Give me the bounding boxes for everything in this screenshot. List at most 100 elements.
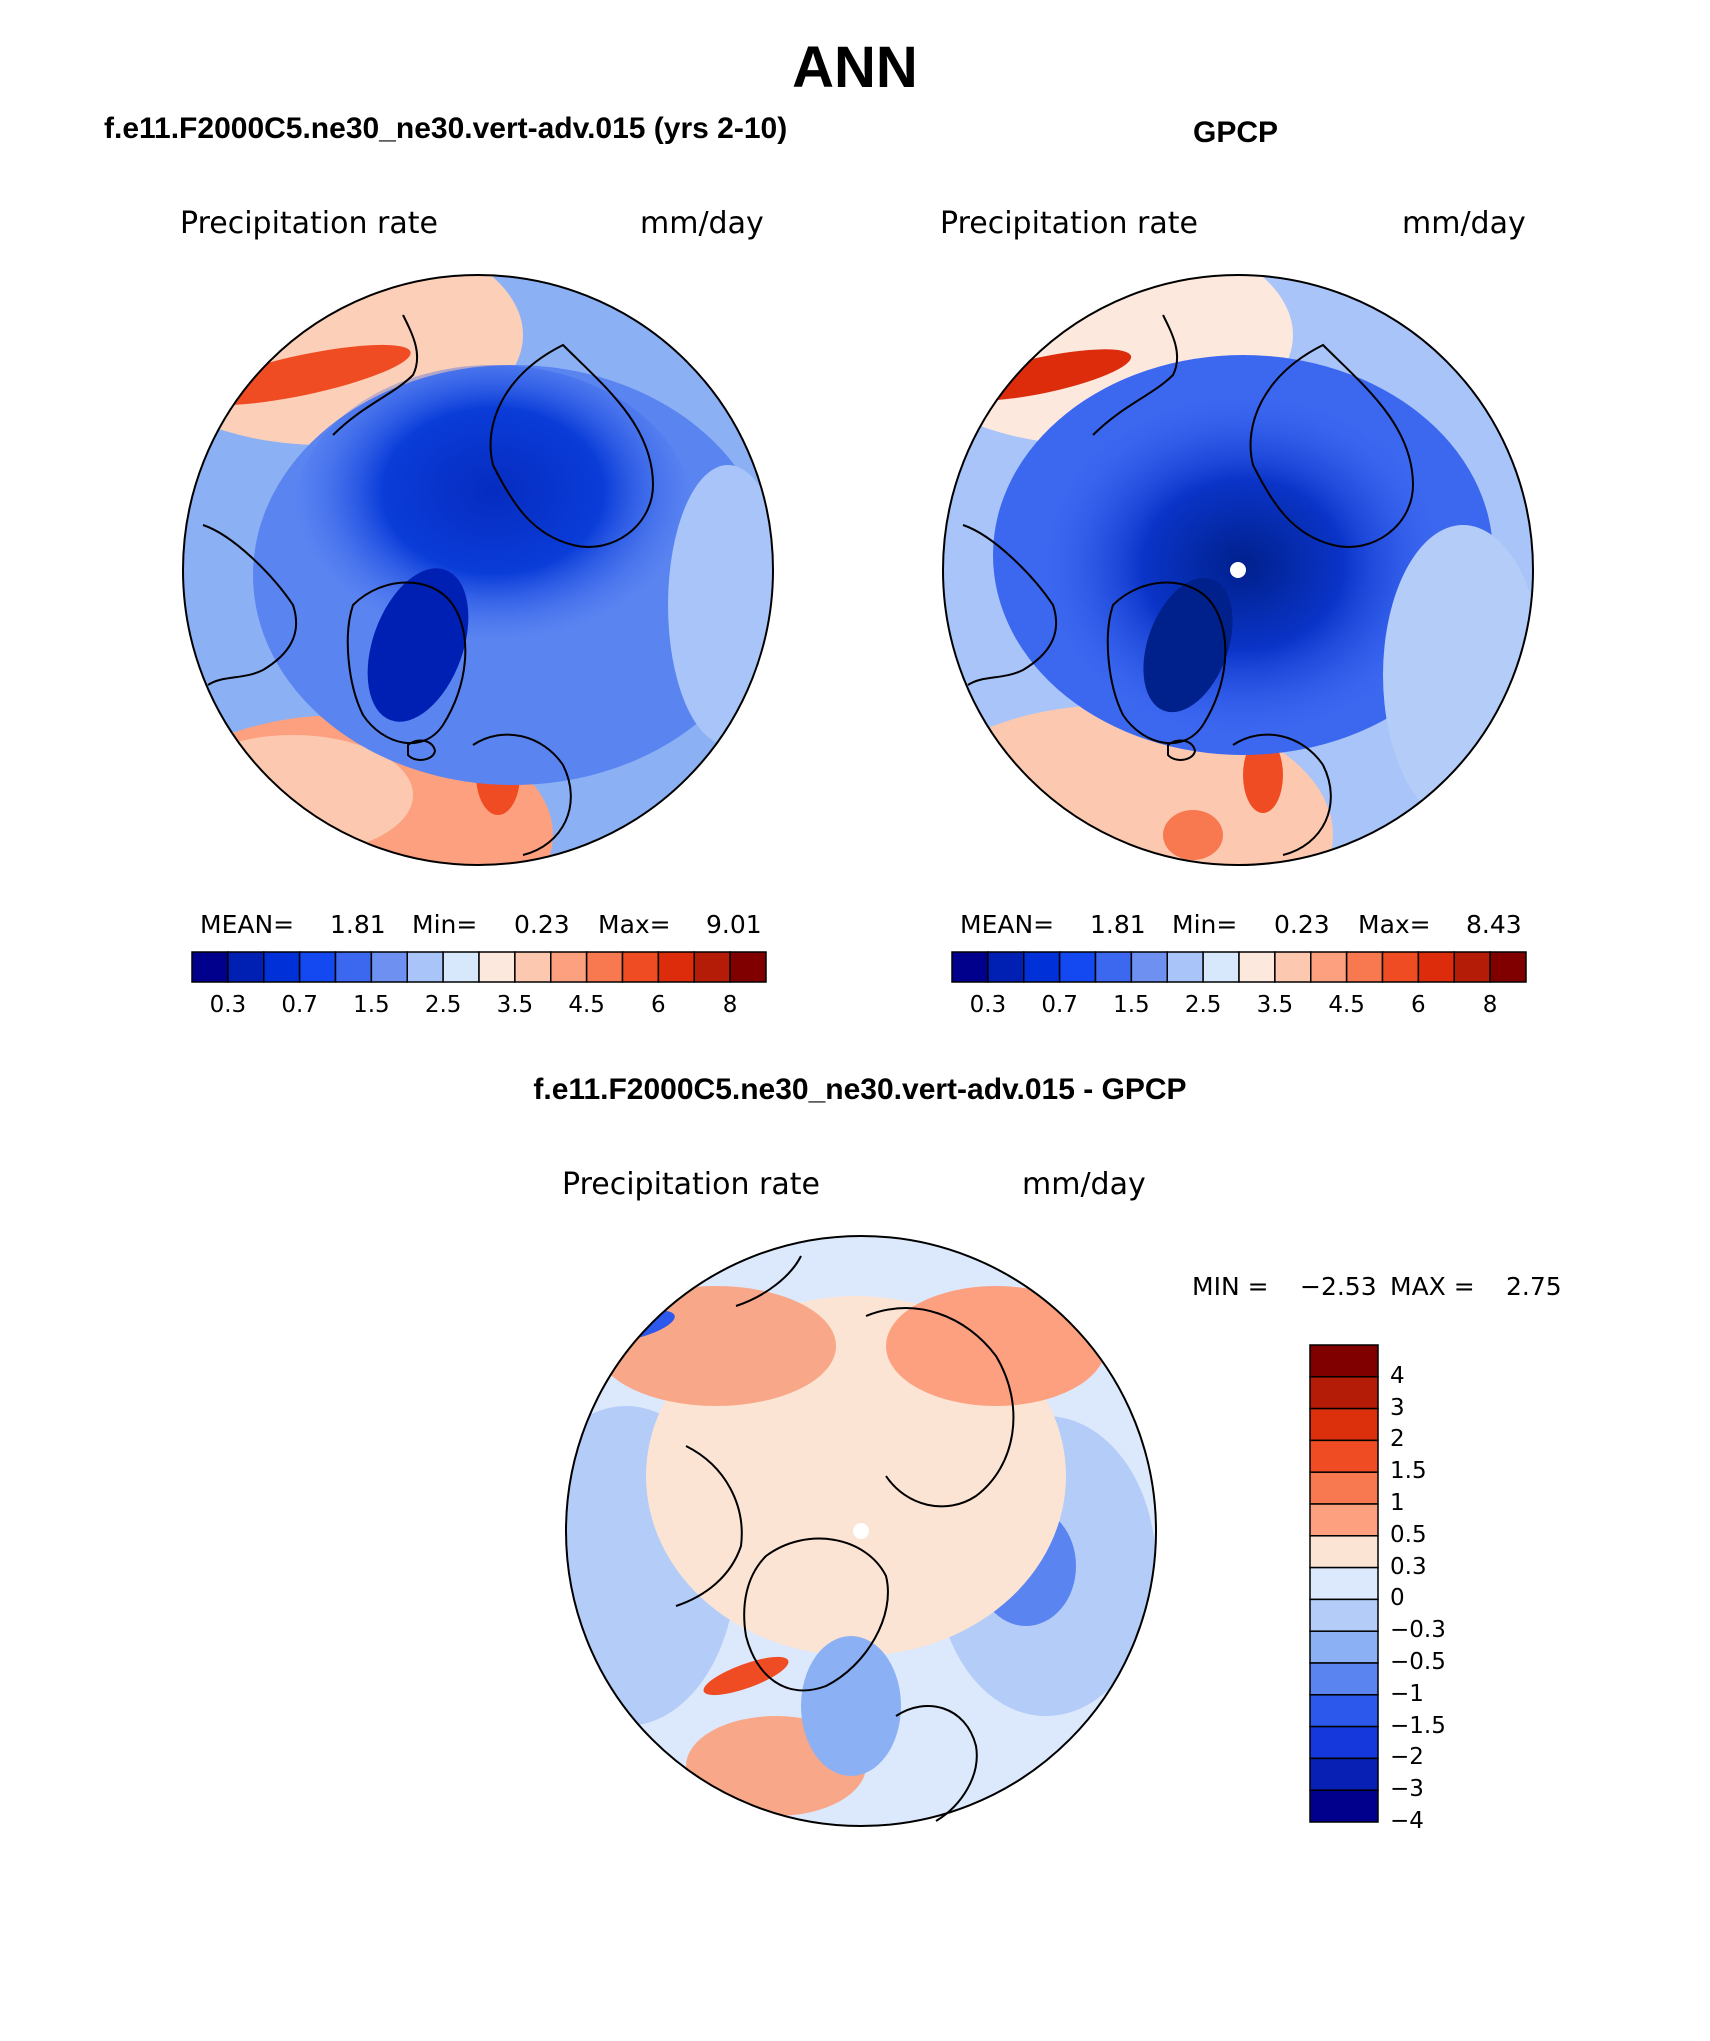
diff-colorbar-tick-label: −2 (1390, 1744, 1424, 1771)
diff-map-border (565, 1235, 1157, 1827)
obs-colorbar-swatch (1453, 951, 1491, 983)
model-siberia-coast (489, 343, 655, 548)
obs-colorbar-swatch (1202, 951, 1240, 983)
model-max-value: 9.01 (706, 910, 762, 939)
obs-colorbar-swatch (1489, 951, 1527, 983)
obs-colorbar-swatch (1310, 951, 1348, 983)
obs-colorbar-swatch (1166, 951, 1204, 983)
model-colorbar-swatch (263, 951, 301, 983)
model-colorbar (191, 951, 767, 983)
diff-max-label: MAX = (1390, 1272, 1475, 1301)
diff-greenland-negative (801, 1636, 901, 1776)
diff-canada-coast (675, 1445, 743, 1607)
model-panel-title: f.e11.F2000C5.ne30_ne30.vert-adv.015 (yr… (104, 112, 788, 145)
diff-colorbar-tick-label: 3 (1390, 1394, 1405, 1421)
obs-map-border (942, 274, 1534, 866)
diff-colorbar-swatch (1309, 1598, 1379, 1632)
model-colorbar-swatch (693, 951, 731, 983)
model-colorbar-swatch (657, 951, 695, 983)
model-arctic-deep (293, 365, 693, 665)
obs-mean-label: MEAN= (960, 910, 1055, 939)
model-colorbar-swatch (370, 951, 408, 983)
diff-colorbar-tick-label: −0.5 (1390, 1649, 1446, 1675)
model-min-label: Min= (412, 910, 478, 939)
obs-colorbar-swatch (1023, 951, 1061, 983)
diff-min-value: −2.53 (1300, 1272, 1377, 1301)
diff-colorbar-tick-label: 2 (1390, 1426, 1405, 1453)
model-colorbar-tick-label: 8 (722, 992, 738, 1018)
model-greenland-low (367, 568, 469, 722)
model-colorbar-tick-label: 1.5 (353, 992, 390, 1018)
diff-colorbar-swatch (1309, 1439, 1379, 1473)
obs-colorbar-swatch (1238, 951, 1276, 983)
obs-colorbar-tick-label: 6 (1411, 992, 1426, 1018)
diff-greenland-band (703, 1656, 789, 1696)
model-colorbar-tick-label: 0.3 (209, 992, 247, 1018)
obs-east-light (1383, 525, 1533, 825)
obs-colorbar-tick-label: 2.5 (1184, 992, 1222, 1018)
diff-min-label: MIN = (1192, 1272, 1269, 1301)
diff-colorbar-swatch (1309, 1662, 1379, 1696)
obs-colorbar-tick-label: 0.7 (1041, 992, 1078, 1018)
diff-colorbar-tick-label: −4 (1390, 1808, 1424, 1834)
diff-colorbar-tick-label: −0.3 (1390, 1617, 1446, 1644)
obs-uk-band (1163, 810, 1223, 860)
obs-colorbar-swatch (1381, 951, 1420, 983)
obs-colorbar-swatch (1345, 951, 1384, 983)
diff-alaska-coast (735, 1255, 802, 1307)
model-mean-value: 1.81 (330, 910, 386, 939)
model-alaska-coast (332, 314, 419, 436)
model-colorbar-swatch (478, 951, 516, 983)
obs-iceland (1167, 739, 1197, 761)
diff-colorbar-tick-label: 4 (1390, 1362, 1405, 1389)
obs-variable-label: Precipitation rate (940, 206, 1198, 241)
diff-colorbar-tick-label: 0.3 (1390, 1553, 1427, 1580)
model-greenland-coast (346, 581, 467, 744)
obs-colorbar-tick-label: 0.3 (969, 992, 1007, 1018)
diff-variable-label: Precipitation rate (562, 1167, 820, 1202)
model-colorbar-swatch (514, 951, 552, 983)
obs-mean-value: 1.81 (1090, 910, 1146, 939)
obs-colorbar-tick-label: 8 (1482, 992, 1498, 1018)
model-colorbar-tick-label: 2.5 (424, 992, 462, 1018)
obs-alaska-coast (1092, 314, 1179, 436)
obs-colorbar-swatch (1274, 951, 1312, 983)
diff-colorbar-tick-label: −1.5 (1390, 1712, 1446, 1739)
obs-pole-marker (1230, 562, 1246, 578)
obs-norway-band (1243, 737, 1283, 813)
diff-pole-marker (853, 1523, 869, 1539)
diff-colorbar-swatch (1309, 1789, 1379, 1823)
model-europe-coast (472, 733, 572, 856)
obs-siberia-coast (1249, 343, 1415, 548)
model-map-border (182, 274, 774, 866)
obs-colorbar-tick-label: 1.5 (1113, 992, 1150, 1018)
obs-colorbar-swatch (1130, 951, 1168, 983)
obs-colorbar-tick-label: 3.5 (1256, 992, 1294, 1018)
model-polar-map (182, 274, 774, 866)
model-colorbar-swatch (550, 951, 588, 983)
obs-canada-coast (962, 524, 1058, 686)
diff-siberia-coast (865, 1307, 1015, 1508)
obs-polar-map (942, 274, 1534, 866)
obs-colorbar-swatch (1094, 951, 1133, 983)
model-units-label: mm/day (640, 206, 764, 241)
obs-colorbar-swatch (987, 951, 1025, 983)
model-pacific-band (195, 344, 411, 406)
obs-colorbar-swatch (1058, 951, 1097, 983)
diff-colorbar-swatch (1309, 1344, 1379, 1378)
model-colorbar-tick-label: 0.7 (281, 992, 318, 1018)
diff-panel-title: f.e11.F2000C5.ne30_ne30.vert-adv.015 - G… (533, 1073, 1187, 1106)
model-colorbar-swatch (621, 951, 660, 983)
obs-panel-title: GPCP (1193, 116, 1279, 149)
model-colorbar-swatch (406, 951, 444, 983)
diff-colorbar-swatch (1309, 1535, 1379, 1569)
diff-colorbar-swatch (1309, 1503, 1379, 1537)
model-colorbar-tick-label: 3.5 (496, 992, 534, 1018)
diff-colorbar-swatch (1309, 1725, 1379, 1760)
obs-colorbar (951, 951, 1527, 983)
obs-max-value: 8.43 (1466, 910, 1522, 939)
diff-colorbar-swatch (1309, 1471, 1379, 1505)
diff-colorbar-swatch (1309, 1407, 1379, 1442)
diff-colorbar-swatch (1309, 1694, 1379, 1728)
model-colorbar-swatch (585, 951, 624, 983)
